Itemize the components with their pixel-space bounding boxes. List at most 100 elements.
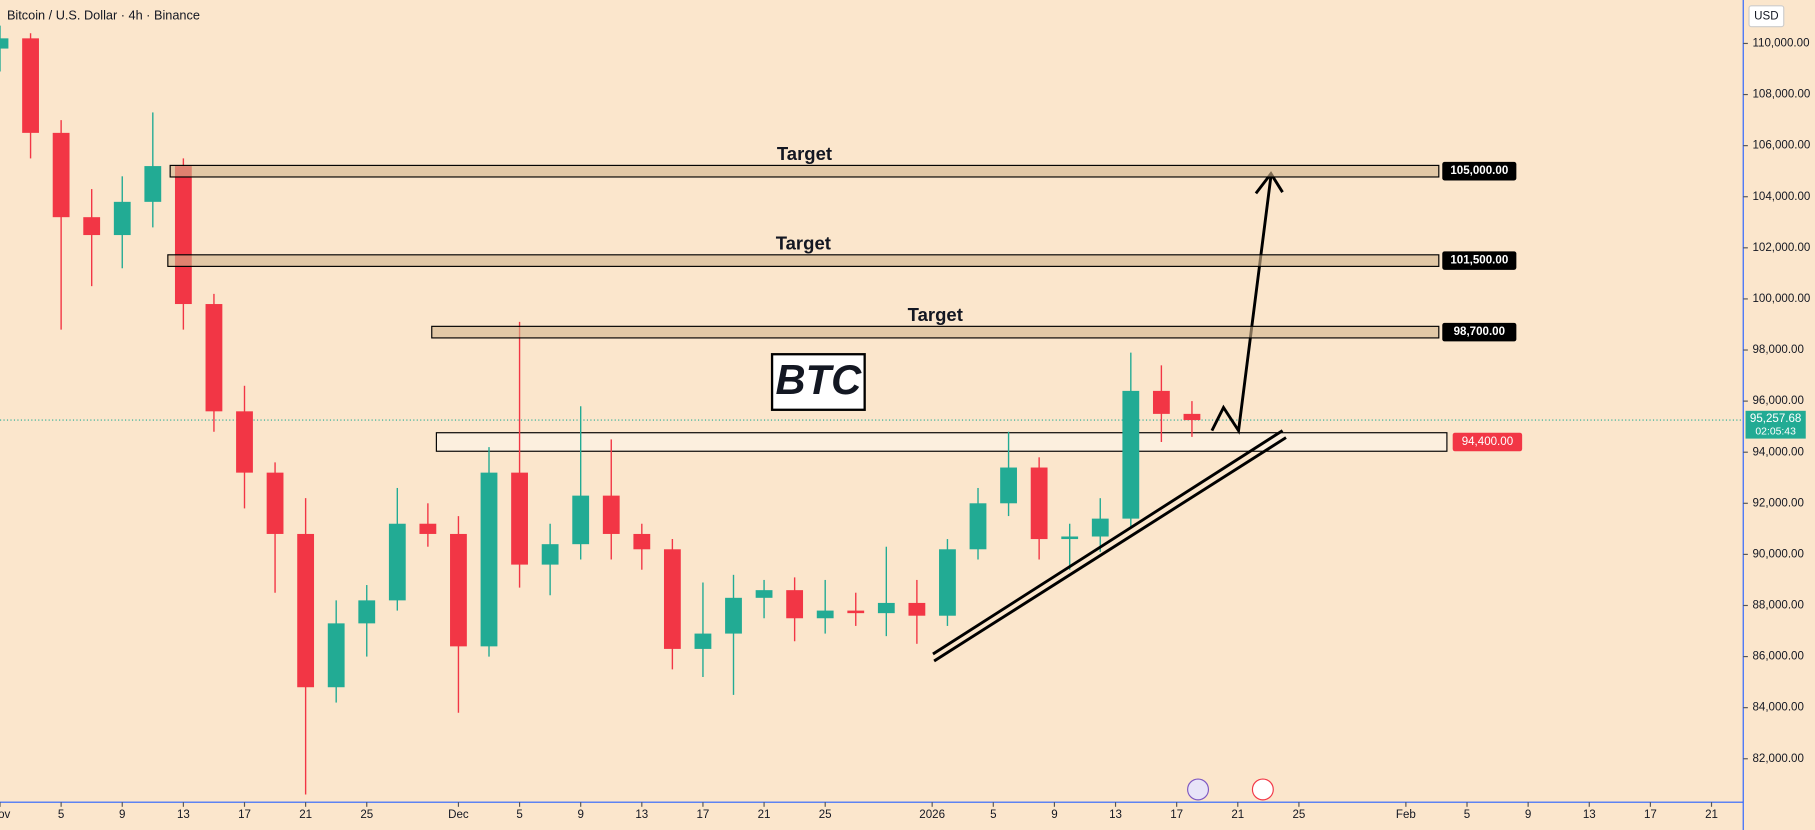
candle-body bbox=[633, 533, 651, 550]
candle-body bbox=[541, 544, 559, 565]
x-tick-label: 5 bbox=[990, 809, 996, 821]
y-tick-label: 88,000.00 bbox=[1752, 600, 1803, 612]
candle-body bbox=[113, 201, 131, 236]
candle-body bbox=[877, 602, 895, 614]
level-label: 101,500.00 bbox=[1450, 255, 1508, 267]
event-icon[interactable] bbox=[1251, 778, 1274, 801]
x-tick-label: 21 bbox=[1705, 809, 1718, 821]
candle-body bbox=[174, 166, 192, 305]
y-tick-label: 106,000.00 bbox=[1752, 140, 1810, 152]
x-tick-label: 25 bbox=[360, 809, 373, 821]
target-text: Target bbox=[776, 232, 831, 253]
target-band bbox=[169, 164, 1440, 178]
y-tick-label: 92,000.00 bbox=[1752, 497, 1803, 509]
candle-body bbox=[1091, 518, 1109, 537]
candle-body bbox=[236, 411, 253, 473]
level-label-box bbox=[1442, 161, 1517, 181]
candle-body bbox=[816, 610, 834, 619]
x-tick-label: 2026 bbox=[919, 809, 945, 821]
x-tick-label: 21 bbox=[1231, 809, 1244, 821]
candle-body bbox=[358, 600, 376, 624]
y-tick-label: 104,000.00 bbox=[1752, 191, 1810, 203]
candle-body bbox=[205, 304, 223, 412]
x-tick-label: 25 bbox=[1292, 809, 1305, 821]
candle-body bbox=[511, 472, 528, 565]
candle-body bbox=[480, 472, 498, 647]
candle-body bbox=[327, 623, 345, 688]
level-label-box bbox=[1442, 322, 1517, 342]
x-tick-label: 13 bbox=[1583, 809, 1596, 821]
candle-body bbox=[908, 602, 926, 616]
candle-body bbox=[1000, 467, 1017, 504]
x-tick-label: 9 bbox=[1525, 809, 1531, 821]
header-title: Bitcoin / U.S. Dollar · 4h · Binance bbox=[7, 8, 200, 23]
y-tick-label: 82,000.00 bbox=[1752, 753, 1803, 765]
candle-body bbox=[1061, 536, 1079, 540]
candle-body bbox=[450, 533, 467, 647]
x-tick-label: 9 bbox=[119, 809, 125, 821]
x-tick-label: 17 bbox=[1644, 809, 1657, 821]
candle-body bbox=[388, 523, 406, 601]
annotation-text: BTC bbox=[776, 356, 863, 403]
candle-body bbox=[939, 549, 956, 616]
x-tick-label: 13 bbox=[1109, 809, 1122, 821]
drawings: BTC bbox=[770, 171, 1287, 801]
x-tick-label: 17 bbox=[697, 809, 710, 821]
candle-body bbox=[969, 503, 987, 550]
candle-body bbox=[144, 166, 162, 202]
candle-body bbox=[725, 597, 742, 634]
target-band bbox=[431, 325, 1440, 339]
y-tick-label: 110,000.00 bbox=[1752, 38, 1809, 50]
y-tick-label: 94,000.00 bbox=[1752, 446, 1803, 458]
trend-line bbox=[932, 429, 1284, 656]
target-text: Target bbox=[777, 143, 832, 164]
level-label-box bbox=[1442, 251, 1517, 270]
candle-body bbox=[0, 38, 9, 49]
target-text: Target bbox=[908, 304, 963, 325]
support-label-box bbox=[1452, 432, 1523, 452]
candle-body bbox=[1122, 390, 1140, 519]
event-icon[interactable] bbox=[1187, 778, 1210, 801]
x-tick-label: 5 bbox=[1464, 809, 1470, 821]
candle-body bbox=[847, 610, 865, 614]
y-tick-label: 90,000.00 bbox=[1752, 548, 1803, 560]
x-tick-label: 13 bbox=[177, 809, 190, 821]
y-tick-label: 108,000.00 bbox=[1752, 89, 1810, 101]
x-tick-label: 25 bbox=[819, 809, 832, 821]
candle-body bbox=[755, 590, 773, 598]
y-tick-label: 84,000.00 bbox=[1752, 702, 1803, 714]
support-zone bbox=[435, 432, 1448, 452]
x-tick-label: 13 bbox=[635, 809, 648, 821]
currency: USD bbox=[1754, 10, 1778, 22]
candle-body bbox=[1152, 390, 1170, 414]
currency-box[interactable] bbox=[1748, 5, 1785, 28]
target-band bbox=[167, 254, 1440, 267]
candle-body bbox=[1030, 467, 1048, 540]
level-label: 105,000.00 bbox=[1450, 165, 1508, 177]
projection-arrow bbox=[1210, 175, 1273, 435]
candle-body bbox=[419, 523, 437, 534]
overlays: Target 105,000.00 Target 101,500.00 Target 98… bbox=[167, 143, 1806, 452]
candle-body bbox=[52, 132, 70, 218]
candle-body bbox=[22, 38, 39, 133]
current-price-label: 95,257.68 bbox=[1750, 413, 1801, 425]
y-tick-label: 96,000.00 bbox=[1752, 395, 1803, 407]
candle-body bbox=[572, 495, 590, 545]
annotation-box bbox=[770, 353, 866, 411]
candle-body bbox=[1183, 413, 1201, 421]
x-tick-label: Nov bbox=[0, 809, 10, 821]
y-tick-label: 102,000.00 bbox=[1752, 242, 1810, 254]
trend-line bbox=[933, 436, 1287, 663]
plot bbox=[0, 25, 1743, 795]
x-tick-label: Feb bbox=[1396, 809, 1416, 821]
candle-body bbox=[266, 472, 284, 534]
x-tick-label: 5 bbox=[58, 809, 64, 821]
x-tick-label: 17 bbox=[238, 809, 251, 821]
level-label: 98,700.00 bbox=[1454, 326, 1505, 338]
candle-body bbox=[694, 633, 712, 649]
x-tick-label: Dec bbox=[448, 809, 469, 821]
support-label: 94,400.00 bbox=[1462, 436, 1513, 448]
